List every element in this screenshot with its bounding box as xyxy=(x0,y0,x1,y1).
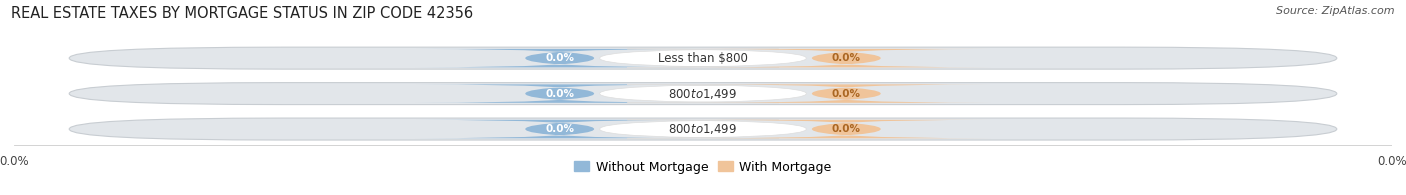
Text: Source: ZipAtlas.com: Source: ZipAtlas.com xyxy=(1277,6,1395,16)
Text: Less than $800: Less than $800 xyxy=(658,52,748,65)
FancyBboxPatch shape xyxy=(69,47,1337,69)
FancyBboxPatch shape xyxy=(415,84,704,103)
FancyBboxPatch shape xyxy=(415,120,704,138)
Text: REAL ESTATE TAXES BY MORTGAGE STATUS IN ZIP CODE 42356: REAL ESTATE TAXES BY MORTGAGE STATUS IN … xyxy=(11,6,474,21)
Text: 0.0%: 0.0% xyxy=(832,53,860,63)
Text: 0.0%: 0.0% xyxy=(832,124,860,134)
FancyBboxPatch shape xyxy=(599,120,807,138)
Text: $800 to $1,499: $800 to $1,499 xyxy=(668,87,738,101)
Text: 0.0%: 0.0% xyxy=(546,89,574,99)
FancyBboxPatch shape xyxy=(599,84,807,103)
FancyBboxPatch shape xyxy=(69,83,1337,105)
FancyBboxPatch shape xyxy=(69,118,1337,140)
FancyBboxPatch shape xyxy=(702,120,991,138)
Text: $800 to $1,499: $800 to $1,499 xyxy=(668,122,738,136)
Legend: Without Mortgage, With Mortgage: Without Mortgage, With Mortgage xyxy=(569,156,837,179)
FancyBboxPatch shape xyxy=(415,49,704,67)
FancyBboxPatch shape xyxy=(702,49,991,67)
FancyBboxPatch shape xyxy=(599,49,807,67)
Text: 0.0%: 0.0% xyxy=(832,89,860,99)
Text: 0.0%: 0.0% xyxy=(546,124,574,134)
FancyBboxPatch shape xyxy=(702,84,991,103)
Text: 0.0%: 0.0% xyxy=(546,53,574,63)
